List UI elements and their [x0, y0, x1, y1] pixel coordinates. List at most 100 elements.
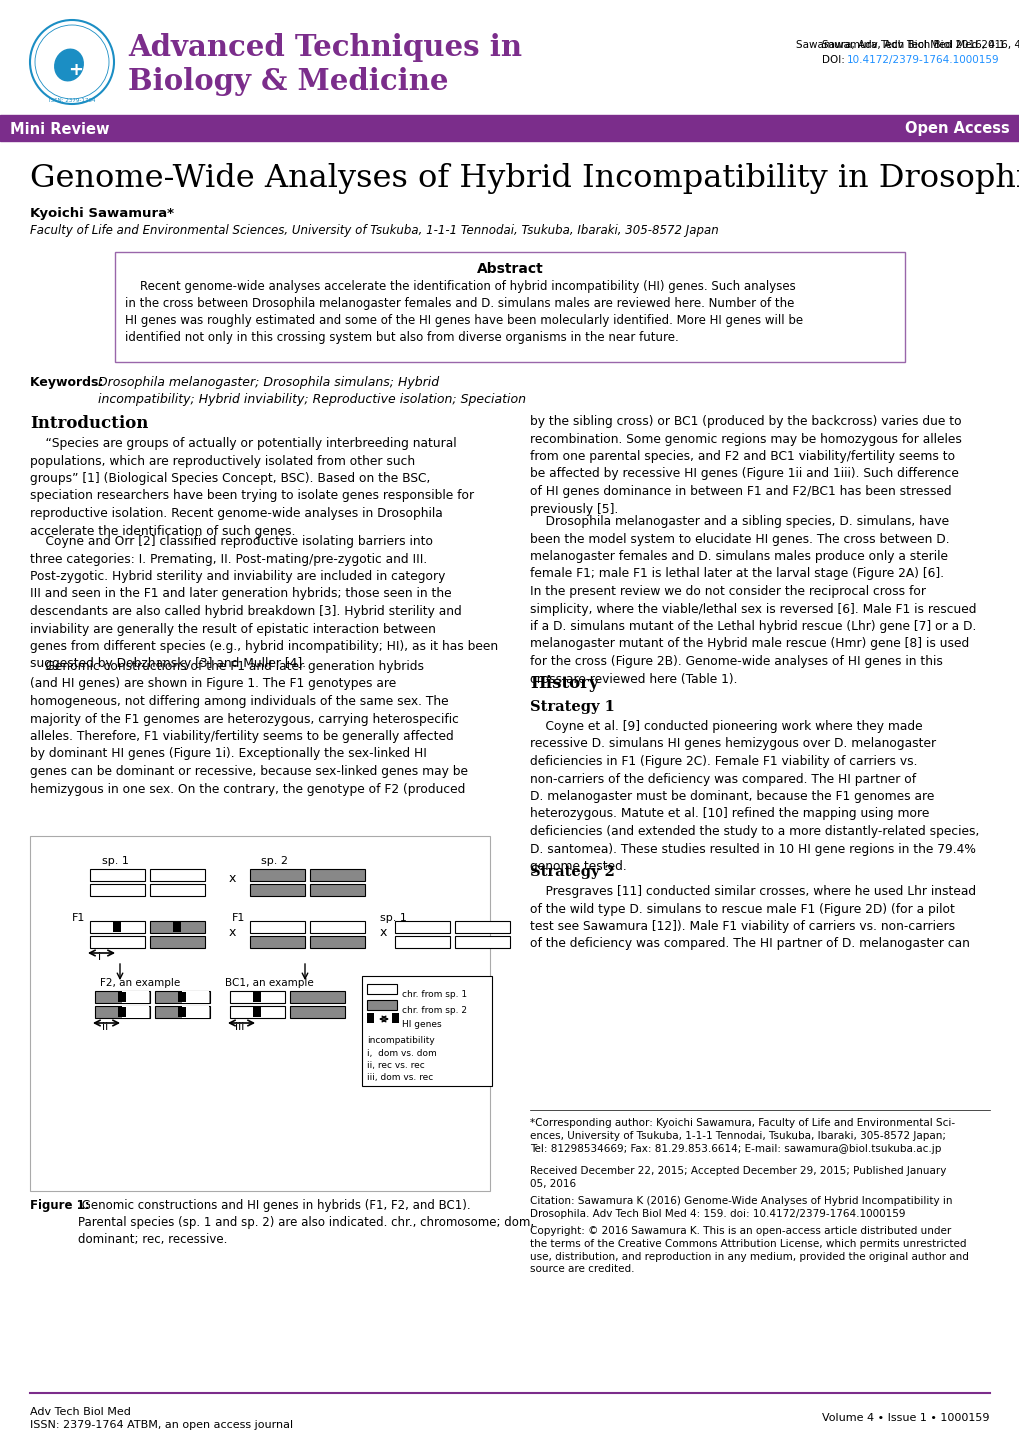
Bar	[289, 991, 344, 1004]
Bar	[90, 921, 145, 933]
Bar	[178, 1007, 185, 1017]
Text: iii, dom vs. rec: iii, dom vs. rec	[367, 1073, 433, 1082]
Text: Strategy 1: Strategy 1	[530, 699, 614, 714]
Text: Biology & Medicine: Biology & Medicine	[127, 68, 448, 97]
Bar	[250, 884, 305, 895]
Bar	[0, 0, 1019, 115]
Text: sp. 2: sp. 2	[261, 857, 288, 867]
Bar	[122, 1007, 149, 1018]
Text: by the sibling cross) or BC1 (produced by the backcross) varies due to
recombina: by the sibling cross) or BC1 (produced b…	[530, 415, 961, 515]
Bar	[367, 999, 396, 1009]
Text: Genome-Wide Analyses of Hybrid Incompatibility in Drosophila: Genome-Wide Analyses of Hybrid Incompati…	[30, 163, 1019, 195]
Text: Kyoichi Sawamura*: Kyoichi Sawamura*	[30, 208, 174, 221]
Text: Copyright: © 2016 Sawamura K. This is an open-access article distributed under
t: Copyright: © 2016 Sawamura K. This is an…	[530, 1226, 968, 1275]
Bar	[367, 983, 396, 994]
Bar	[253, 1007, 261, 1017]
Bar	[367, 1012, 374, 1022]
Bar	[90, 936, 145, 947]
Text: Coyne et al. [9] conducted pioneering work where they made
recessive D. simulans: Coyne et al. [9] conducted pioneering wo…	[530, 720, 978, 872]
Text: Citation: Sawamura K (2016) Genome-Wide Analyses of Hybrid Incompatibility in
Dr: Citation: Sawamura K (2016) Genome-Wide …	[530, 1195, 952, 1218]
Bar	[394, 936, 449, 947]
Bar	[150, 870, 205, 881]
Ellipse shape	[55, 49, 84, 81]
Bar	[250, 921, 305, 933]
Text: Strategy 2: Strategy 2	[530, 865, 614, 880]
Bar	[391, 1012, 398, 1022]
Bar	[229, 1007, 284, 1018]
Text: 10.4172/2379-1764.1000159: 10.4172/2379-1764.1000159	[846, 55, 999, 65]
Text: chr. from sp. 1: chr. from sp. 1	[401, 991, 467, 999]
Text: Drosophila melanogaster and a sibling species, D. simulans, have
been the model : Drosophila melanogaster and a sibling sp…	[530, 515, 975, 685]
Bar	[150, 921, 205, 933]
Text: Coyne and Orr [2] classified reproductive isolating barriers into
three categori: Coyne and Orr [2] classified reproductiv…	[30, 535, 497, 671]
Bar	[90, 870, 145, 881]
Text: Genomic constructions and HI genes in hybrids (F1, F2, and BC1).
Parental specie: Genomic constructions and HI genes in hy…	[77, 1198, 534, 1246]
Bar	[289, 1007, 344, 1018]
Text: ISSN: 2379-1764: ISSN: 2379-1764	[49, 98, 95, 104]
Text: Sawamura, Adv Tech Biol Med 2016, 4:1: Sawamura, Adv Tech Biol Med 2016, 4:1	[795, 40, 1004, 50]
Text: sp. 1: sp. 1	[380, 913, 407, 923]
Bar	[310, 936, 365, 947]
Bar	[310, 921, 365, 933]
Text: BC1, an example: BC1, an example	[225, 978, 314, 988]
Text: Introduction: Introduction	[30, 415, 148, 433]
Bar	[150, 884, 205, 895]
Text: incompatibility: incompatibility	[367, 1035, 434, 1045]
Text: DOI:: DOI:	[821, 55, 847, 65]
Bar	[0, 115, 1019, 141]
Bar	[250, 921, 305, 933]
Text: Received December 22, 2015; Accepted December 29, 2015; Published January
05, 20: Received December 22, 2015; Accepted Dec…	[530, 1167, 946, 1188]
Text: Faculty of Life and Environmental Sciences, University of Tsukuba, 1-1-1 Tennoda: Faculty of Life and Environmental Scienc…	[30, 224, 718, 236]
Text: Keywords:: Keywords:	[30, 376, 108, 389]
Bar	[118, 992, 126, 1002]
Text: F2, an example: F2, an example	[100, 978, 180, 988]
Text: +: +	[68, 61, 84, 79]
Text: Volume 4 • Issue 1 • 1000159: Volume 4 • Issue 1 • 1000159	[821, 1413, 989, 1423]
Text: F1: F1	[231, 913, 245, 923]
Text: x: x	[228, 927, 235, 940]
Bar	[178, 992, 185, 1002]
Text: Abstract: Abstract	[476, 262, 543, 275]
Bar	[90, 884, 145, 895]
Text: Adv Tech Biol Med: Adv Tech Biol Med	[30, 1407, 130, 1417]
Text: Drosophila melanogaster; Drosophila simulans; Hybrid
incompatibility; Hybrid inv: Drosophila melanogaster; Drosophila simu…	[98, 376, 526, 407]
Text: ISSN: 2379-1764 ATBM, an open access journal: ISSN: 2379-1764 ATBM, an open access jou…	[30, 1420, 292, 1430]
Bar	[155, 1007, 210, 1018]
Text: ii, rec vs. rec: ii, rec vs. rec	[367, 1061, 424, 1070]
Bar	[362, 976, 491, 1086]
Bar	[250, 936, 305, 947]
Bar	[122, 991, 149, 1004]
Bar	[250, 936, 305, 947]
Text: i: i	[99, 952, 102, 962]
Bar	[394, 921, 449, 933]
Text: i,  dom vs. dom: i, dom vs. dom	[367, 1048, 436, 1058]
Bar	[95, 1007, 150, 1018]
Text: Open Access: Open Access	[905, 121, 1009, 137]
Text: x: x	[228, 872, 235, 885]
Text: Presgraves [11] conducted similar crosses, where he used Lhr instead
of the wild: Presgraves [11] conducted similar crosse…	[530, 885, 975, 950]
Bar	[310, 870, 365, 881]
Text: “Species are groups of actually or potentially interbreeding natural
populations: “Species are groups of actually or poten…	[30, 437, 474, 538]
Text: *Corresponding author: Kyoichi Sawamura, Faculty of Life and Environmental Sci-
: *Corresponding author: Kyoichi Sawamura,…	[530, 1118, 954, 1154]
Bar	[253, 992, 261, 1002]
Text: x: x	[379, 927, 386, 940]
Text: Figure 1:: Figure 1:	[30, 1198, 90, 1211]
Bar	[454, 936, 510, 947]
Text: Genomic constructions of the F1 and later generation hybrids
(and HI genes) are : Genomic constructions of the F1 and late…	[30, 660, 468, 796]
Bar	[155, 991, 210, 1004]
Bar	[250, 870, 305, 881]
Bar	[150, 936, 205, 947]
Text: Mini Review: Mini Review	[10, 121, 109, 137]
Bar	[310, 921, 365, 933]
Bar	[30, 836, 489, 1191]
Bar	[310, 884, 365, 895]
Bar	[113, 921, 121, 932]
Text: Advanced Techniques in: Advanced Techniques in	[127, 33, 522, 62]
Bar	[173, 921, 180, 932]
Bar	[229, 991, 284, 1004]
Bar	[181, 991, 209, 1004]
Bar	[454, 921, 510, 933]
Bar	[115, 252, 904, 362]
Bar	[181, 1007, 209, 1018]
Bar	[118, 1007, 126, 1017]
